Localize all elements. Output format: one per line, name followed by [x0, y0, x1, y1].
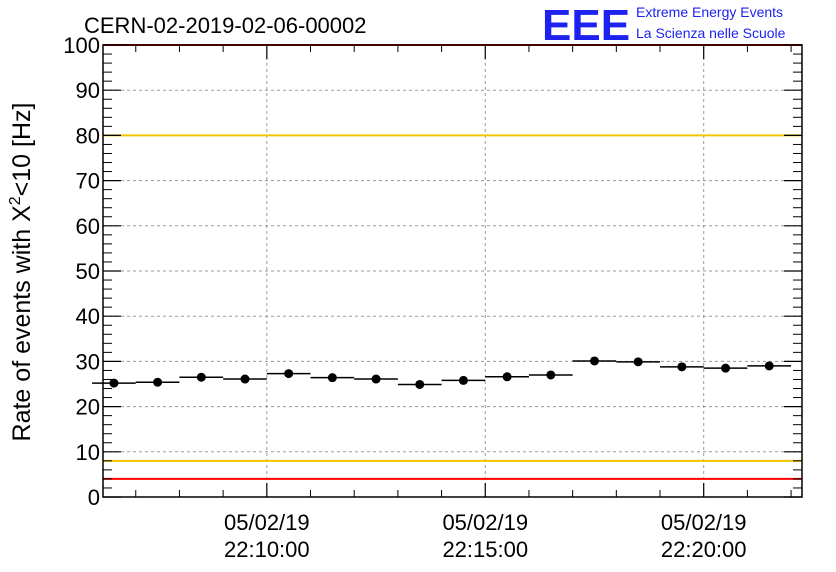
y-tick-label: 60: [76, 214, 100, 239]
data-point: [109, 378, 119, 388]
x-tick-date-label: 05/02/19: [661, 510, 747, 535]
data-points: [92, 356, 792, 389]
data-point: [721, 363, 731, 373]
eee-logo: EEE Extreme Energy Events La Scienza nel…: [542, 1, 786, 50]
y-tick-label: 0: [88, 485, 100, 510]
x-tick-time-label: 22:10:00: [224, 537, 310, 562]
data-point: [415, 379, 425, 389]
reference-lines: [103, 44, 802, 480]
data-point: [502, 372, 512, 382]
y-tick-label: 90: [76, 78, 100, 103]
data-point: [153, 377, 163, 387]
y-tick-labels: 0 10 20 30 40 50 60 70 80 90 100: [63, 33, 100, 510]
grid-lines: [103, 45, 802, 497]
data-point: [677, 362, 687, 372]
chart-title: CERN-02-2019-02-06-00002: [84, 13, 367, 38]
y-tick-label: 70: [76, 169, 100, 194]
data-point: [546, 370, 556, 380]
y-tick-label: 80: [76, 123, 100, 148]
data-point: [764, 361, 774, 371]
y-tick-label: 20: [76, 395, 100, 420]
plot-frame: [102, 44, 803, 498]
x-tick-time-label: 22:15:00: [442, 537, 528, 562]
eee-logo-line1: Extreme Energy Events: [636, 4, 783, 20]
data-point: [284, 369, 294, 379]
y-axis-label: Rate of events with X2<10 [Hz]: [7, 103, 36, 442]
data-point: [240, 374, 250, 384]
y-tick-label: 10: [76, 440, 100, 465]
data-point: [458, 375, 468, 385]
x-tick-time-label: 22:20:00: [661, 537, 747, 562]
data-point: [327, 373, 337, 383]
y-tick-label: 50: [76, 259, 100, 284]
eee-logo-line2: La Scienza nelle Scuole: [636, 25, 786, 41]
data-point: [589, 356, 599, 366]
x-tick-labels: 05/02/1922:10:0005/02/1922:15:0005/02/19…: [224, 510, 747, 562]
y-tick-label: 30: [76, 349, 100, 374]
data-point: [633, 357, 643, 367]
x-tick-date-label: 05/02/19: [442, 510, 528, 535]
y-tick-label: 100: [63, 33, 100, 58]
data-point: [196, 372, 206, 382]
x-tick-date-label: 05/02/19: [224, 510, 310, 535]
y-tick-label: 40: [76, 304, 100, 329]
data-point: [371, 374, 381, 384]
eee-logo-mark: EEE: [542, 1, 630, 50]
